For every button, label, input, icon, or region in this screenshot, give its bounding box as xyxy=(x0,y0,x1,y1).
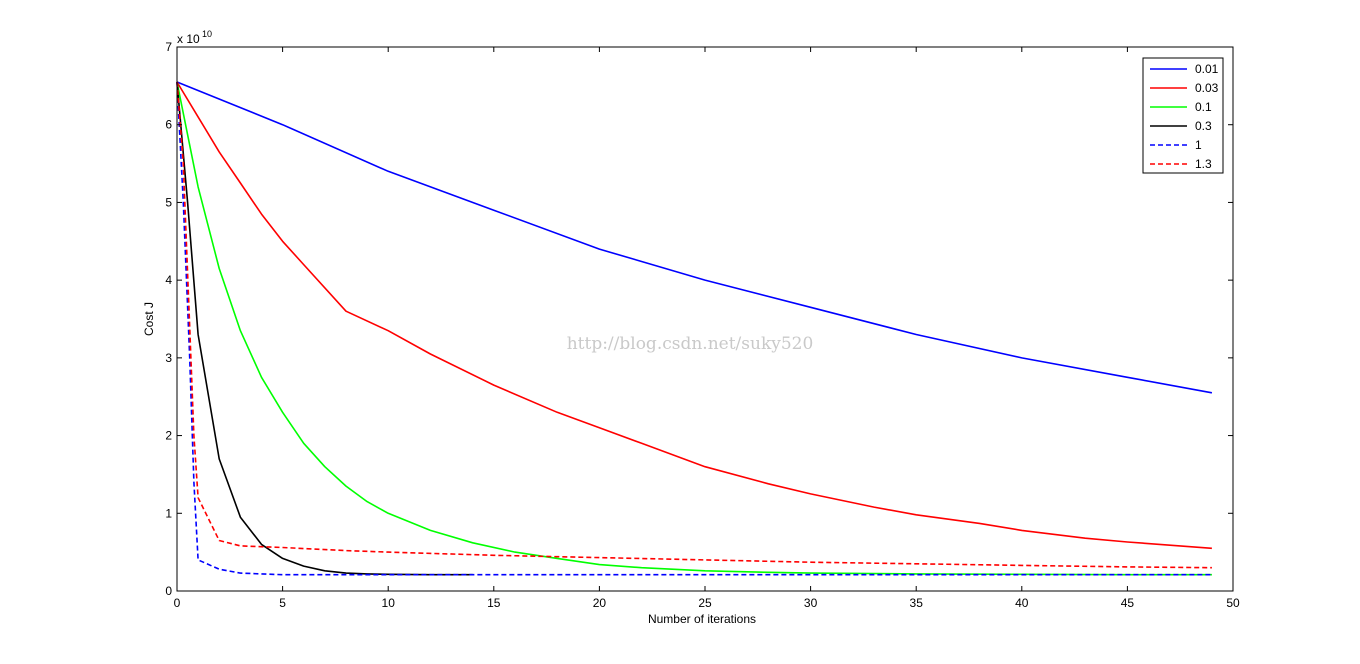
x-tick-label: 15 xyxy=(487,596,501,610)
legend-label: 1 xyxy=(1195,138,1202,152)
y-tick-label: 7 xyxy=(165,40,172,54)
y-tick-label: 6 xyxy=(165,118,172,132)
legend: 0.01 0.03 0.1 0.3 1 1.3 xyxy=(1142,57,1224,174)
series-line-0-1 xyxy=(176,81,1212,576)
legend-box xyxy=(1142,57,1224,174)
x-tick-label: 45 xyxy=(1121,596,1135,610)
legend-label: 0.01 xyxy=(1195,62,1219,76)
y-tick-label: 1 xyxy=(165,506,172,520)
x-tick-label: 20 xyxy=(593,596,607,610)
x-tick-label: 35 xyxy=(910,596,924,610)
watermark: http://blog.csdn.net/suky520 xyxy=(567,334,814,354)
series-line-1 xyxy=(176,81,1212,576)
x-tick-label: 10 xyxy=(382,596,396,610)
legend-label: 0.03 xyxy=(1195,81,1219,95)
x-axis-label: Number of iterations xyxy=(648,612,756,626)
x-tick-label: 40 xyxy=(1015,596,1029,610)
y-multiplier-exponent: 10 xyxy=(202,29,212,39)
y-multiplier: x 10 10 xyxy=(177,29,212,46)
series-line-0-01 xyxy=(176,81,1213,394)
x-tick-label: 25 xyxy=(698,596,712,610)
y-tick-label: 4 xyxy=(165,273,172,287)
x-tick-label: 0 xyxy=(174,596,181,610)
y-tick-label: 5 xyxy=(165,195,172,209)
x-tick-label: 30 xyxy=(804,596,818,610)
y-axis-label: Cost J xyxy=(142,302,156,336)
x-tick-label: 5 xyxy=(279,596,286,610)
y-tick-label: 0 xyxy=(165,584,172,598)
series-line-0-03 xyxy=(176,81,1212,550)
y-tick-label: 3 xyxy=(165,351,172,365)
y-tick-label: 2 xyxy=(165,429,172,443)
series-line-1-3 xyxy=(176,81,1212,569)
plot-area-frame xyxy=(176,46,1234,592)
x-tick-label: 50 xyxy=(1226,596,1240,610)
legend-label: 0.3 xyxy=(1195,119,1212,133)
legend-label: 1.3 xyxy=(1195,157,1212,171)
y-multiplier-label: x 10 xyxy=(177,32,200,46)
legend-label: 0.1 xyxy=(1195,100,1212,114)
series-layer xyxy=(176,81,1213,576)
